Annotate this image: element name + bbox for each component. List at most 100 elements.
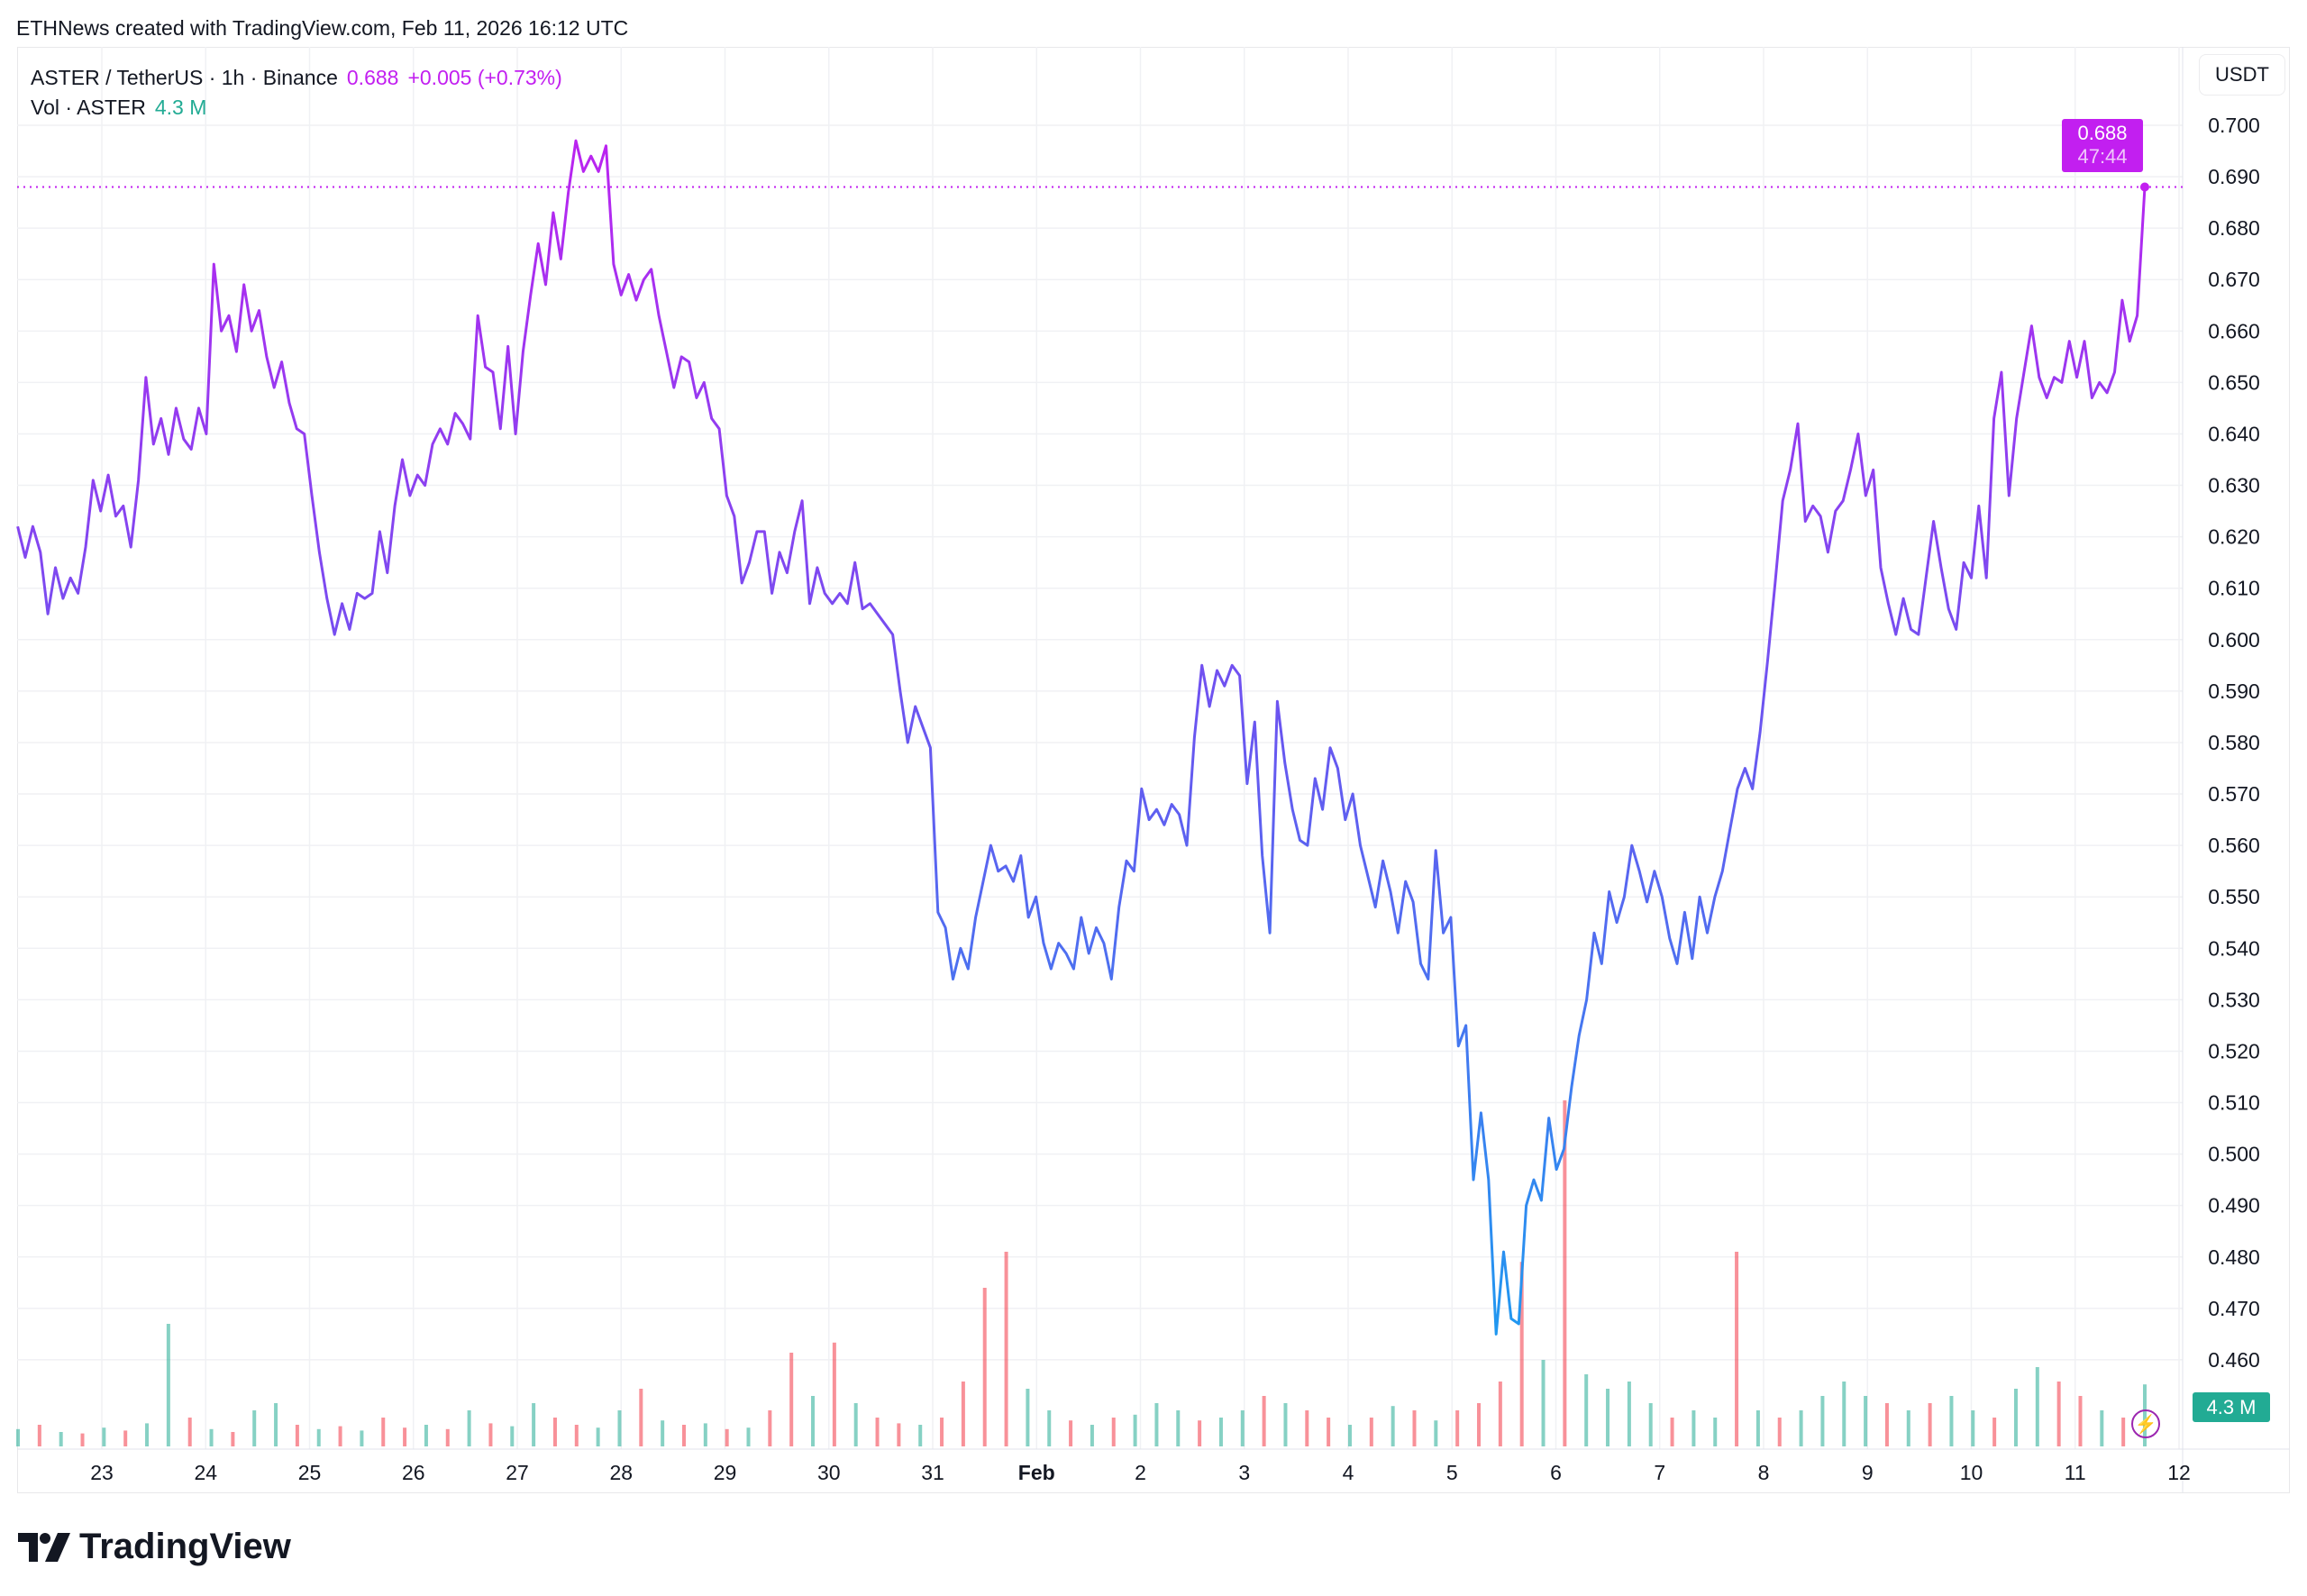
y-tick-label: 0.680	[2208, 216, 2260, 240]
volume-bar	[1777, 1418, 1782, 1446]
volume-bar	[187, 1418, 192, 1446]
y-tick-label: 0.660	[2208, 319, 2260, 342]
volume-bar	[1735, 1252, 1739, 1446]
volume-bar	[102, 1427, 106, 1446]
volume-bar	[1606, 1389, 1610, 1446]
x-tick-label: 4	[1343, 1461, 1354, 1484]
volume-bar	[1026, 1389, 1030, 1446]
volume-bar	[853, 1403, 858, 1446]
volume-bar	[338, 1426, 342, 1446]
x-tick-label: 2	[1135, 1461, 1146, 1484]
volume-bars	[16, 1100, 2147, 1446]
volume-bar	[897, 1423, 901, 1446]
volume-title[interactable]: Vol · ASTER	[31, 96, 146, 119]
x-tick-label: 11	[2065, 1461, 2086, 1484]
y-tick-label: 0.470	[2208, 1297, 2260, 1320]
currency-button[interactable]: USDT	[2199, 54, 2285, 96]
volume-bar	[2035, 1367, 2039, 1446]
volume-bar	[1262, 1396, 1266, 1446]
volume-bar	[2100, 1410, 2104, 1446]
volume-bar	[982, 1288, 987, 1446]
y-tick-label: 0.550	[2208, 885, 2260, 908]
y-tick-label: 0.690	[2208, 165, 2260, 188]
x-tick-label: 5	[1446, 1461, 1458, 1484]
volume-bar	[940, 1418, 944, 1446]
volume-bar	[661, 1420, 665, 1446]
x-tick-label: 27	[506, 1461, 529, 1484]
volume-bar	[209, 1428, 214, 1446]
volume-bar	[961, 1382, 965, 1446]
volume-bar	[16, 1428, 20, 1446]
y-tick-label: 0.580	[2208, 731, 2260, 754]
volume-bar	[875, 1418, 880, 1446]
volume-bar	[1327, 1418, 1331, 1446]
volume-bar	[2078, 1396, 2083, 1446]
legend-volume-value: 4.3 M	[154, 96, 207, 119]
volume-bar	[1198, 1420, 1202, 1446]
volume-bar	[1347, 1425, 1352, 1446]
x-tick-label: 7	[1654, 1461, 1665, 1484]
volume-bar	[467, 1410, 471, 1446]
volume-bar	[1218, 1418, 1223, 1446]
volume-bar	[1111, 1418, 1116, 1446]
bar-countdown: 47:44	[2077, 145, 2128, 168]
volume-bar	[703, 1423, 707, 1446]
volume-bar	[596, 1427, 600, 1446]
volume-bar	[295, 1425, 299, 1446]
volume-bar	[1949, 1396, 1954, 1446]
lightning-icon[interactable]: ⚡	[2131, 1409, 2160, 1438]
grid-lines	[17, 47, 2183, 1449]
volume-bar	[1755, 1410, 1760, 1446]
volume-bar	[360, 1430, 364, 1446]
volume-bar	[403, 1427, 407, 1446]
y-tick-label: 0.510	[2208, 1091, 2260, 1115]
attribution-text: ETHNews created with TradingView.com, Fe…	[16, 16, 629, 40]
y-tick-label: 0.520	[2208, 1039, 2260, 1062]
volume-bar	[2056, 1382, 2061, 1446]
x-tick-label: 9	[1862, 1461, 1874, 1484]
y-tick-label: 0.490	[2208, 1194, 2260, 1218]
volume-bar	[1992, 1418, 1997, 1446]
tradingview-logo[interactable]: TradingView	[18, 1527, 291, 1567]
volume-bar	[1971, 1410, 1975, 1446]
volume-bar	[1842, 1382, 1847, 1446]
volume-bar	[1283, 1403, 1288, 1446]
volume-bar	[1820, 1396, 1825, 1446]
legend-price: 0.688	[346, 66, 399, 89]
tradingview-logo-icon	[18, 1532, 70, 1562]
x-tick-label: 6	[1550, 1461, 1562, 1484]
volume-bar	[252, 1410, 257, 1446]
y-tick-label: 0.650	[2208, 370, 2260, 394]
x-tick-label: 31	[921, 1461, 944, 1484]
volume-bar	[1434, 1420, 1438, 1446]
volume-bar	[2121, 1418, 2126, 1446]
x-axis-labels: 23 24 25 26 27 28 29 30 31 Feb 2 3 4 5 6 7 8 9 10 11 12	[90, 1461, 2191, 1484]
volume-bar	[1928, 1403, 1932, 1446]
volume-bar	[725, 1428, 729, 1446]
volume-bar	[145, 1423, 150, 1446]
volume-bar	[166, 1324, 170, 1446]
x-tick-label: 24	[194, 1461, 217, 1484]
volume-bar	[1563, 1100, 1567, 1446]
x-tick-label: Feb	[1018, 1461, 1055, 1484]
volume-bar	[381, 1418, 386, 1446]
y-tick-label: 0.630	[2208, 474, 2260, 497]
volume-bar	[617, 1410, 622, 1446]
y-tick-label: 0.640	[2208, 422, 2260, 445]
volume-bar	[768, 1410, 772, 1446]
volume-bar	[639, 1389, 643, 1446]
volume-bar	[510, 1426, 515, 1446]
volume-bar	[1906, 1410, 1910, 1446]
volume-bar	[1541, 1360, 1546, 1446]
y-tick-label: 0.530	[2208, 988, 2260, 1011]
symbol-title[interactable]: ASTER / TetherUS · 1h · Binance	[31, 66, 338, 89]
volume-bar	[1455, 1410, 1460, 1446]
volume-bar	[1670, 1418, 1674, 1446]
y-tick-label: 0.560	[2208, 834, 2260, 857]
volume-bar	[1133, 1414, 1137, 1446]
legend-volume-row: Vol · ASTER 4.3 M	[31, 93, 562, 123]
volume-bar	[1004, 1252, 1008, 1446]
volume-bar	[1498, 1382, 1502, 1446]
price-line-series	[16, 139, 2147, 1336]
